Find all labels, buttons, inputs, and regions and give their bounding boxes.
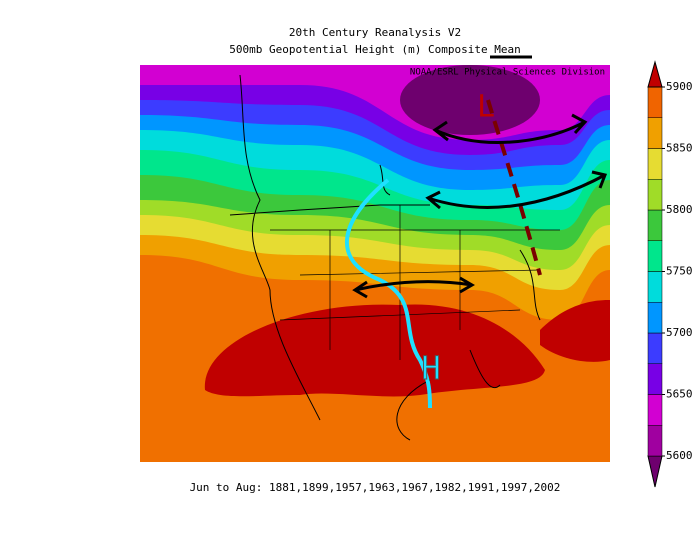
flow-arrow: [425, 170, 608, 210]
colorbar-band: [647, 394, 663, 426]
colorbar-end: [647, 60, 663, 88]
state-lines: [270, 205, 560, 360]
colorbar-label: 5600: [666, 449, 693, 462]
colorbar-end: [647, 455, 663, 488]
jet-curve: [344, 178, 432, 409]
colorbar-label: 5750: [666, 265, 693, 278]
footer: Jun to Aug: 1881,1899,1957,1963,1967,198…: [190, 481, 561, 494]
colorbar-band: [647, 117, 663, 149]
colorbar-label: 5650: [666, 388, 693, 401]
colorbar-label: 5800: [666, 203, 693, 216]
low-core: [400, 65, 540, 135]
colorbar-band: [647, 240, 663, 272]
colorbar-label: 5850: [666, 142, 693, 155]
title: 20th Century Reanalysis V2: [289, 26, 461, 39]
flow-arrow: [432, 113, 588, 144]
colorbar-band: [647, 86, 663, 118]
low-label: L: [477, 90, 495, 125]
colorbar-band: [647, 425, 663, 457]
map: LH: [140, 65, 610, 462]
trough-line: [486, 99, 542, 276]
colorbar-band: [647, 332, 663, 364]
colorbar-band: [647, 271, 663, 303]
colorbar-band: [647, 302, 663, 334]
flow-arrow: [352, 276, 475, 299]
colorbar-band: [647, 209, 663, 241]
colorbar-label: 5900: [666, 80, 693, 93]
source: NOAA/ESRL Physical Sciences Division: [410, 68, 605, 78]
colorbar-label: 5700: [666, 326, 693, 339]
colorbar-band: [647, 148, 663, 180]
subtitle: 500mb Geopotential Height (m) Composite …: [229, 43, 520, 56]
colorbar-band: [647, 363, 663, 395]
high-region: [540, 300, 610, 362]
high-label: H: [421, 349, 440, 387]
colorbar: 5600 5650 5700 5750 5800 5850 5900: [647, 60, 693, 488]
colorbar-band: [647, 179, 663, 211]
